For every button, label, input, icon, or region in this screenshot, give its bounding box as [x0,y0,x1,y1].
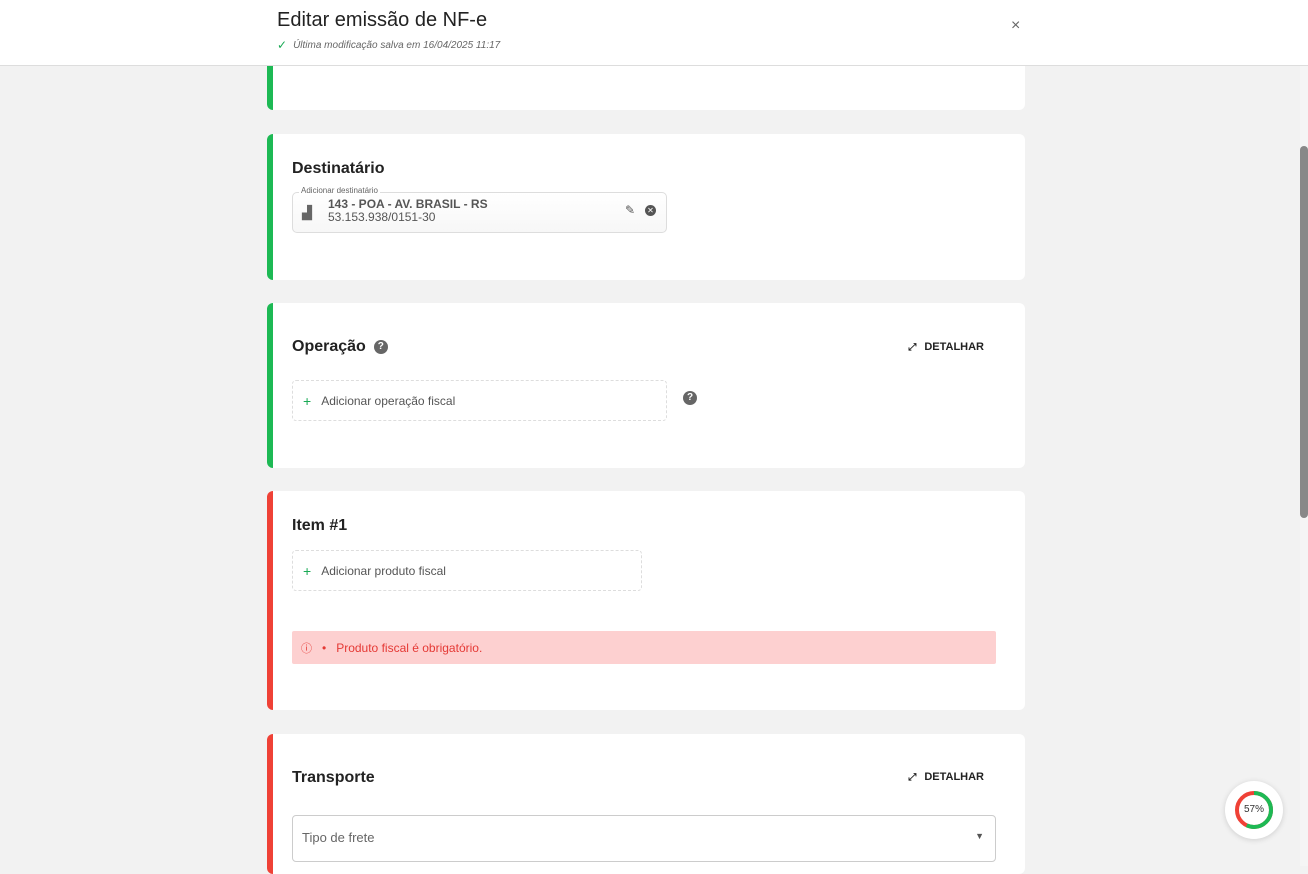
help-icon[interactable]: ? [683,391,697,405]
edit-icon[interactable]: ✎ [625,203,636,217]
clear-icon[interactable]: ✕ [645,205,656,216]
expand-icon: ⤢ [908,771,917,783]
scrollbar-thumb[interactable] [1300,146,1308,518]
dropdown-arrow-icon: ▼ [975,831,984,841]
progress-done-arc [1235,791,1273,829]
detalhar-label: DETALHAR [924,341,984,353]
tipo-frete-select[interactable]: Tipo de frete ▼ [292,815,996,862]
section-title: Transporte [292,769,375,786]
section-title: Destinatário [292,160,385,177]
destinatario-name: 143 - POA - AV. BRASIL - RS [328,197,488,211]
detalhar-button[interactable]: ⤢ DETALHAR [908,341,984,353]
error-icon: ⓘ [301,642,312,655]
add-label: Adicionar produto fiscal [321,563,446,578]
add-label: Adicionar operação fiscal [321,393,456,408]
item-card: Item #1 + Adicionar produto fiscal ⓘ • Prod… [267,491,1025,710]
save-status-text: Última modificação salva em 16/04/2025 1… [293,39,501,51]
detalhar-button[interactable]: ⤢ DETALHAR [908,771,984,783]
progress-ring [1235,791,1273,829]
destinatario-card: Destinatário Adicionar destinatário ▟ 14… [267,134,1025,280]
save-status: ✓ Última modificação salva em 16/04/2025 … [277,38,500,52]
operacao-card: Operação? ⤢ DETALHAR + Adicionar operação … [267,303,1025,468]
plus-icon: + [303,562,312,579]
add-produto-button[interactable]: + Adicionar produto fiscal [292,550,642,591]
page-title: Editar emissão de NF-e [277,9,488,31]
add-operacao-button[interactable]: + Adicionar operação fiscal [292,380,667,421]
destinatario-cnpj: 53.153.938/0151-30 [328,210,436,224]
section-title: Item #1 [292,517,348,534]
plus-icon: + [303,392,312,409]
destinatario-field[interactable]: Adicionar destinatário ▟ 143 - POA - AV.… [292,186,667,233]
bullet: • [322,640,327,655]
scrollbar[interactable] [1300,66,1308,866]
check-icon: ✓ [277,38,288,52]
error-alert: ⓘ • Produto fiscal é obrigatório. [292,631,996,664]
expand-icon: ⤢ [908,341,917,353]
factory-icon: ▟ [302,205,312,220]
field-label: Adicionar destinatário [299,186,380,195]
transporte-card: Transporte ⤢ DETALHAR Tipo de frete ▼ [267,734,1025,874]
dialog-header: Editar emissão de NF-e ✓ Última modificaç… [0,0,1308,66]
progress-indicator[interactable]: 57% [1225,781,1283,839]
section-title: Operação [292,338,366,355]
select-placeholder: Tipo de frete [302,830,375,845]
error-text: Produto fiscal é obrigatório. [336,640,483,655]
close-button[interactable]: × [1011,17,1021,34]
help-icon[interactable]: ? [373,340,388,354]
progress-label: 57% [1243,804,1264,815]
detalhar-label: DETALHAR [924,771,984,783]
